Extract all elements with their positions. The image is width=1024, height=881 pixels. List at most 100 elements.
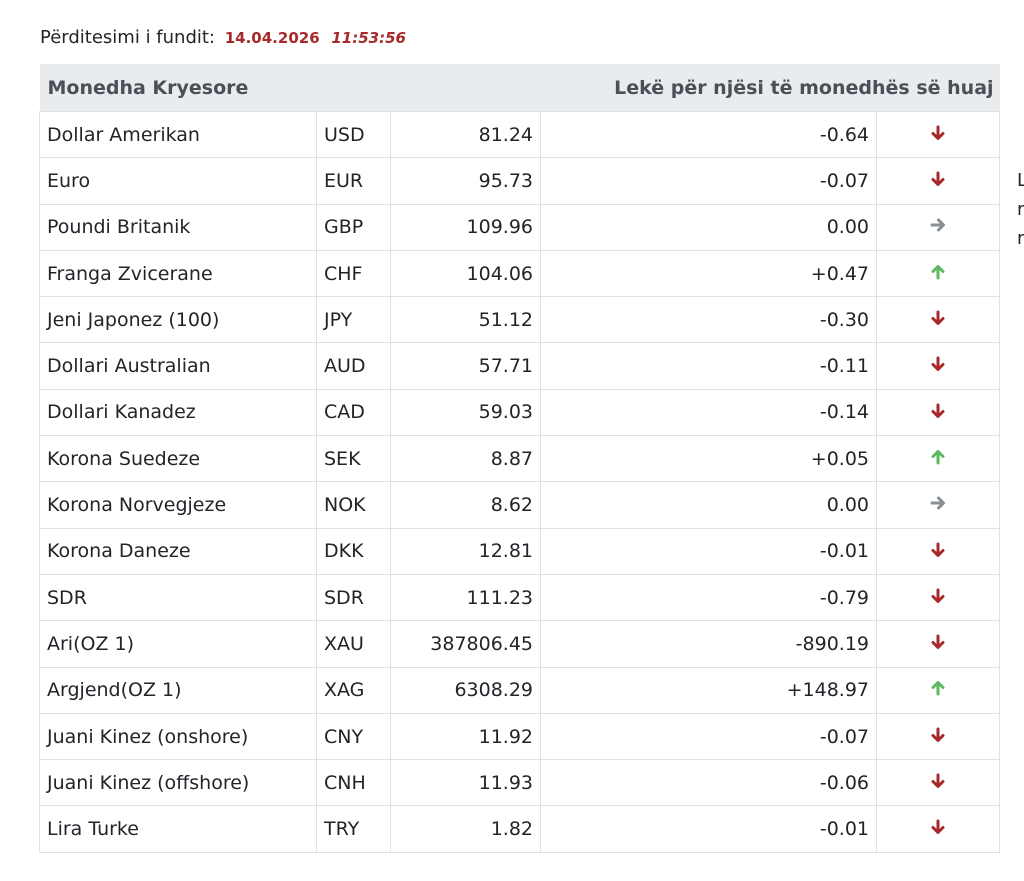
rate-change: +0.05 [540,435,878,483]
arrow-down-icon [930,633,946,655]
last-updated: Përditesimi i fundit: 14.04.2026 11:53:5… [40,26,406,50]
exchange-rate: 8.62 [390,481,542,529]
trend-cell [876,712,1001,761]
arrow-down-icon [930,541,946,563]
exchange-rate: 81.24 [390,110,542,159]
currency-code: SEK [315,435,392,483]
arrow-right-icon [930,216,946,238]
trend-cell [876,759,1001,807]
trend-cell [876,157,1001,205]
arrow-up-icon [930,448,946,470]
currency-name: Korona Daneze [39,527,317,575]
currency-name: Franga Zvicerane [39,249,317,298]
table-header-row: Monedha Kryesore Lekë për njësi të moned… [39,64,1000,112]
currency-code: NOK [315,481,392,529]
currency-name: Euro [39,157,317,205]
arrow-right-icon [930,494,946,516]
arrow-down-icon [930,309,946,331]
currency-code: XAU [315,620,392,668]
table-row: Juani Kinez (offshore) CNH 11.93 -0.06 [39,759,1001,807]
exchange-rate: 104.06 [390,249,542,298]
currency-code: SDR [315,573,392,622]
table-row: Ari(OZ 1) XAU 387806.45 -890.19 [39,620,1001,668]
rate-change: -0.64 [540,110,878,159]
currency-name: Juani Kinez (onshore) [39,712,317,761]
currency-code: CAD [315,388,392,437]
last-updated-time: 11:53:56 [331,29,406,47]
table-title: Monedha Kryesore [39,64,391,112]
arrow-down-icon [930,772,946,794]
currency-code: TRY [315,805,392,853]
trend-cell [876,527,1001,575]
table-row: Korona Suedeze SEK 8.87 +0.05 [39,435,1001,483]
trend-cell [876,342,1001,390]
clipped-side-line: r [1017,199,1024,220]
currency-code: GBP [315,203,392,251]
clipped-side-line: L [1017,170,1024,191]
arrow-down-icon [930,355,946,377]
trend-cell [876,805,1001,853]
exchange-rate: 6308.29 [390,666,542,714]
currency-name: Dollar Amerikan [39,110,317,159]
currency-name: Dollari Australian [39,342,317,390]
currency-name: Juani Kinez (offshore) [39,759,317,807]
trend-cell [876,666,1001,714]
exchange-rate: 51.12 [390,296,542,344]
trend-cell [876,435,1001,483]
trend-cell [876,620,1001,668]
table-row: Dollari Kanadez CAD 59.03 -0.14 [39,388,1001,437]
currency-name: Korona Norvegjeze [39,481,317,529]
currency-name: Lira Turke [39,805,317,853]
currency-code: CNY [315,712,392,761]
unit-header: Lekë për njësi të monedhës së huaj [390,64,1000,112]
rate-change: +0.47 [540,249,878,298]
arrow-up-icon [930,263,946,285]
currency-code: DKK [315,527,392,575]
exchange-rate: 109.96 [390,203,542,251]
exchange-rate: 12.81 [390,527,542,575]
currency-code: USD [315,110,392,159]
trend-cell [876,573,1001,622]
exchange-rate: 95.73 [390,157,542,205]
rate-change: -0.07 [540,157,878,205]
table-row: SDR SDR 111.23 -0.79 [39,573,1001,622]
rate-change: -0.01 [540,805,878,853]
currency-name: Poundi Britanik [39,203,317,251]
trend-cell [876,110,1001,159]
exchange-rate: 1.82 [390,805,542,853]
rate-change: -0.79 [540,573,878,622]
exchange-rate: 387806.45 [390,620,542,668]
exchange-rate: 11.92 [390,712,542,761]
clipped-side-text: L r r [1017,166,1024,253]
trend-cell [876,481,1001,529]
currency-code: EUR [315,157,392,205]
exchange-rate: 59.03 [390,388,542,437]
rate-change: -0.30 [540,296,878,344]
table-row: Juani Kinez (onshore) CNY 11.92 -0.07 [39,712,1001,761]
table-row: Dollari Australian AUD 57.71 -0.11 [39,342,1001,390]
arrow-down-icon [930,818,946,840]
trend-cell [876,296,1001,344]
trend-cell [876,203,1001,251]
table-row: Jeni Japonez (100) JPY 51.12 -0.30 [39,296,1001,344]
currency-code: XAG [315,666,392,714]
exchange-rates-table: Monedha Kryesore Lekë për njësi të moned… [39,64,1001,853]
currency-name: Argjend(OZ 1) [39,666,317,714]
table-row: Korona Daneze DKK 12.81 -0.01 [39,527,1001,575]
table-row: Euro EUR 95.73 -0.07 [39,157,1001,205]
rate-change: -0.01 [540,527,878,575]
exchange-rate: 11.93 [390,759,542,807]
clipped-side-line: r [1017,228,1024,249]
trend-cell [876,249,1001,298]
table-row: Lira Turke TRY 1.82 -0.01 [39,805,1001,853]
rate-change: 0.00 [540,203,878,251]
table-row: Franga Zvicerane CHF 104.06 +0.47 [39,249,1001,298]
currency-name: SDR [39,573,317,622]
currency-code: AUD [315,342,392,390]
currency-code: CHF [315,249,392,298]
exchange-rate: 57.71 [390,342,542,390]
last-updated-label: Përditesimi i fundit: [40,27,215,48]
arrow-down-icon [930,402,946,424]
table-row: Korona Norvegjeze NOK 8.62 0.00 [39,481,1001,529]
currency-name: Dollari Kanadez [39,388,317,437]
